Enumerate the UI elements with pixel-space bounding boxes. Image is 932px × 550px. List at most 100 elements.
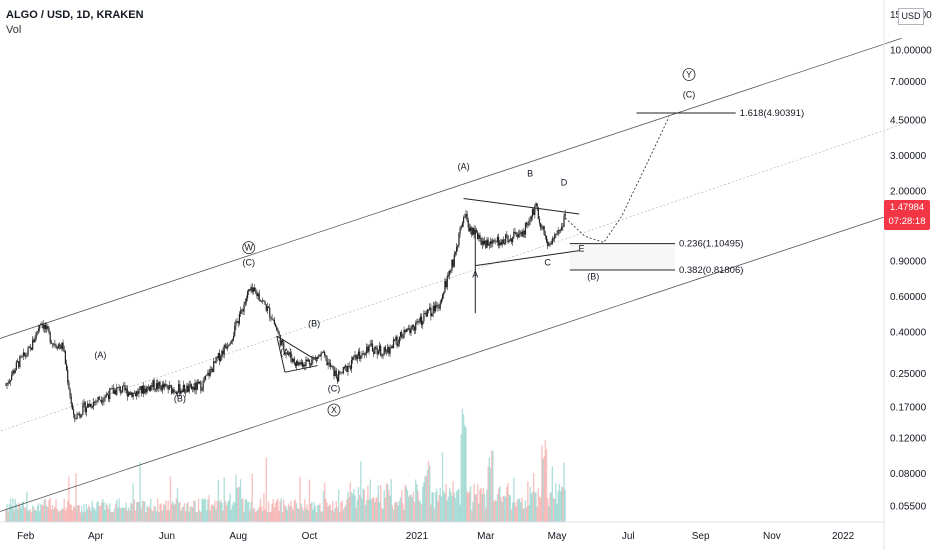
volume-bar: [26, 491, 28, 522]
volume-bar: [119, 508, 121, 522]
volume-bar: [267, 501, 270, 522]
triangle-upper-2020: [276, 335, 318, 362]
volume-bar: [479, 489, 481, 522]
candle-body: [494, 240, 496, 242]
volume-bar: [168, 510, 171, 522]
candle-body: [495, 241, 497, 243]
candle-body: [417, 321, 419, 322]
volume-bar: [105, 503, 107, 522]
candle-body: [35, 332, 37, 339]
volume-bar: [399, 497, 402, 522]
candle-body: [492, 240, 494, 244]
volume-bar: [191, 507, 194, 522]
volume-bar: [112, 512, 114, 522]
candle-body: [134, 393, 137, 397]
candle-body: [187, 385, 189, 392]
wave-label: (C): [242, 258, 255, 268]
volume-bar: [417, 490, 419, 522]
volume-bar: [113, 508, 116, 522]
volume-bar: [154, 506, 157, 522]
candle-body: [514, 231, 516, 233]
candle-body: [165, 384, 167, 385]
price-tick-label: 0.60000: [890, 292, 927, 303]
volume-bar: [426, 469, 429, 522]
volume-bars: [5, 408, 566, 522]
wave-label: (C): [683, 90, 696, 100]
candle-body: [44, 325, 47, 330]
volume-bar: [125, 502, 127, 522]
volume-bar: [6, 503, 8, 522]
candle-body: [208, 372, 210, 376]
candle-body: [293, 358, 295, 363]
volume-bar: [315, 511, 318, 522]
candle-body: [83, 402, 85, 405]
candle-body: [440, 299, 443, 303]
volume-bar: [243, 512, 245, 522]
candle-body: [70, 396, 72, 404]
candle-body: [86, 403, 89, 408]
volume-bar: [343, 507, 346, 522]
candle-body: [326, 356, 328, 366]
candle-body: [218, 353, 221, 362]
volume-bar: [461, 408, 464, 522]
candle-body: [340, 371, 342, 373]
volume-bar: [458, 488, 460, 522]
currency-badge[interactable]: USD: [898, 8, 924, 25]
candle-body: [65, 363, 68, 370]
candle-body: [100, 399, 103, 403]
volume-bar: [228, 500, 230, 522]
volume-bar: [280, 498, 283, 522]
candle-body: [25, 355, 27, 357]
candle-body: [535, 203, 537, 207]
candle-body: [7, 382, 9, 384]
volume-bar: [188, 511, 190, 522]
volume-bar: [14, 499, 16, 522]
candle-body: [48, 328, 50, 333]
volume-bar: [96, 502, 98, 522]
volume-bar: [349, 482, 352, 522]
candle-body: [181, 390, 183, 393]
candle-body: [36, 331, 38, 333]
candle-body: [113, 390, 116, 394]
candle-body: [527, 224, 529, 226]
volume-bar: [353, 489, 355, 522]
volume-bar: [274, 502, 277, 522]
volume-bar: [431, 492, 433, 522]
candle-body: [437, 304, 439, 308]
volume-bar: [95, 510, 97, 522]
volume-bar: [229, 492, 231, 522]
candle-body: [405, 329, 407, 333]
volume-bar: [371, 497, 374, 522]
candle-body: [118, 386, 120, 388]
volume-bar: [333, 511, 335, 522]
candle-body: [90, 403, 92, 408]
volume-indicator-label[interactable]: Vol: [6, 24, 22, 36]
volume-bar: [35, 510, 37, 522]
candle-body: [394, 339, 396, 341]
candle-body: [5, 385, 7, 386]
candle-body: [320, 352, 322, 357]
candles: [5, 202, 566, 423]
candle-body: [202, 380, 204, 390]
time-tick-label: Sep: [692, 531, 710, 542]
candle-body: [420, 316, 423, 325]
volume-bar: [408, 496, 410, 522]
candle-body: [461, 223, 464, 227]
time-tick-label: Mar: [477, 531, 495, 542]
candle-body: [12, 370, 14, 376]
volume-bar: [195, 512, 197, 522]
volume-bar: [90, 510, 92, 522]
volume-bar: [429, 465, 431, 522]
candle-body: [241, 309, 243, 311]
candle-body: [450, 270, 452, 272]
candle-body: [350, 360, 353, 369]
candle-body: [180, 390, 182, 394]
candle-body: [464, 216, 466, 218]
volume-bar: [68, 476, 70, 522]
candle-body: [279, 334, 281, 346]
volume-bar: [309, 503, 312, 522]
volume-bar: [453, 492, 455, 522]
candle-body: [496, 237, 499, 242]
candle-body: [485, 240, 487, 248]
